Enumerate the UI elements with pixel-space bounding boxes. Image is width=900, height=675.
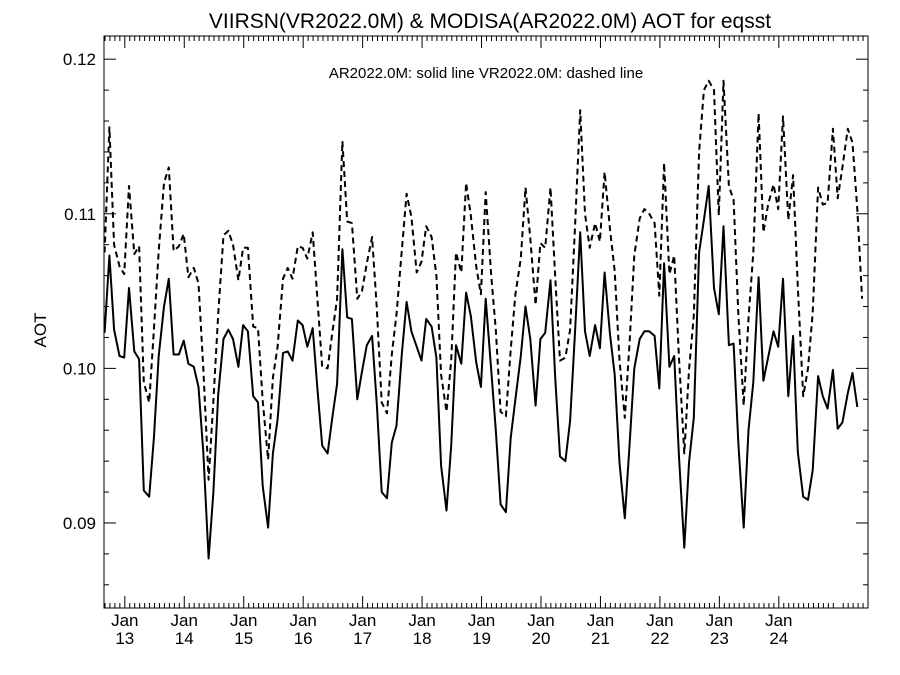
chart-title: VIIRSN(VR2022.0M) & MODISA(AR2022.0M) AO… (209, 10, 771, 33)
x-tick-year-label: 14 (175, 629, 194, 648)
x-tick-year-label: 18 (413, 629, 432, 648)
line-style-legend: AR2022.0M: solid line VR2022.0M: dashed … (329, 65, 643, 82)
y-tick-label: 0.12 (63, 50, 96, 69)
x-tick-month-label: Jan (289, 611, 316, 630)
y-tick-label: 0.10 (63, 359, 96, 378)
axis-ticks (104, 36, 869, 608)
x-tick-month-label: Jan (468, 611, 495, 630)
x-tick-month-label: Jan (230, 611, 257, 630)
x-tick-year-label: 21 (591, 629, 610, 648)
series-line-ar2022-0m (104, 185, 859, 560)
x-tick-month-label: Jan (349, 611, 376, 630)
x-tick-month-label: Jan (171, 611, 198, 630)
series-line-vr2022-0m (104, 79, 864, 481)
y-axis-label: AOT (31, 313, 50, 348)
x-tick-year-label: 23 (710, 629, 729, 648)
data-lines (104, 79, 864, 560)
x-tick-month-label: Jan (587, 611, 614, 630)
x-tick-year-label: 24 (769, 629, 788, 648)
x-tick-year-label: 17 (353, 629, 372, 648)
x-tick-month-label: Jan (408, 611, 435, 630)
x-tick-year-label: 22 (650, 629, 669, 648)
x-tick-month-label: Jan (111, 611, 138, 630)
x-tick-year-label: 13 (115, 629, 134, 648)
y-tick-label: 0.11 (64, 205, 96, 224)
y-tick-label: 0.09 (63, 514, 96, 533)
x-tick-year-label: 20 (532, 629, 551, 648)
x-tick-year-label: 19 (472, 629, 491, 648)
x-tick-year-label: 16 (294, 629, 313, 648)
x-tick-month-label: Jan (646, 611, 673, 630)
x-tick-month-label: Jan (527, 611, 554, 630)
x-tick-year-label: 15 (234, 629, 253, 648)
x-tick-month-label: Jan (765, 611, 792, 630)
axis-tick-labels: 0.090.100.110.12Jan13Jan14Jan15Jan16Jan1… (63, 50, 793, 648)
x-tick-month-label: Jan (706, 611, 733, 630)
